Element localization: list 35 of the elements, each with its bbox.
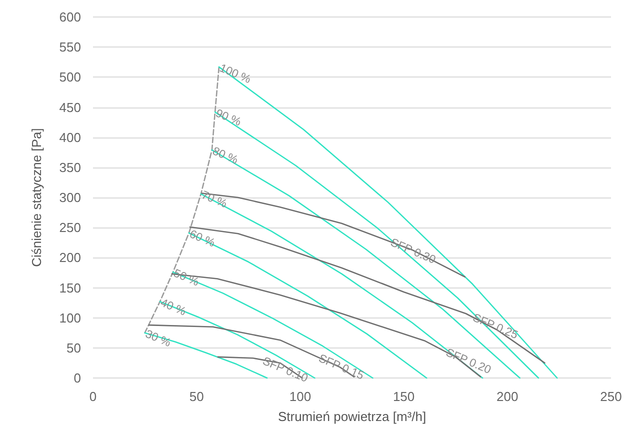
annotation: 40 % [158,297,188,318]
y-tick-label: 100 [59,310,81,326]
y-tick-label: 0 [74,370,81,386]
y-tick-label: 350 [59,160,81,175]
x-tick-label: 0 [89,389,97,404]
y-tick-label: 600 [59,10,81,24]
y-tick-label: 250 [59,220,81,236]
x-tick-label: 150 [392,389,415,404]
y-tick-label: 450 [59,100,81,115]
annotation: 60 % [188,228,216,250]
x-axis-title: Strumień powietrza [m³/h] [278,409,426,424]
x-tick-label: 50 [189,389,204,404]
annotation: 80 % [210,145,240,167]
annotation: 50 % [172,268,200,289]
annotation: 90 % [214,108,242,129]
x-tick-label: 200 [496,389,518,404]
y-tick-label: 400 [59,130,81,145]
x-tick-label: 250 [600,389,622,404]
x-tick-label: 100 [289,389,312,404]
y-axis-title: Ciśnienie statyczne [Pa] [29,128,44,267]
annotation: SFP 0.20 [444,347,492,377]
y-tick-label: 50 [66,340,81,356]
y-tick-label: 200 [59,250,81,266]
annotation: 100 % [218,62,252,86]
annotation: SFP 0.10 [260,355,310,386]
annotation: SFP 0.25 [470,312,520,342]
annotation: 30 % [143,328,172,350]
annotation: SFP 0.15 [316,352,366,382]
annotation: 70 % [200,189,228,211]
y-tick-label: 150 [59,280,81,296]
y-tick-label: 550 [59,40,81,55]
line-series [201,192,466,278]
annotation: SFP 0.30 [388,236,438,266]
y-tick-label: 500 [59,70,81,85]
y-tick-label: 300 [59,190,81,205]
